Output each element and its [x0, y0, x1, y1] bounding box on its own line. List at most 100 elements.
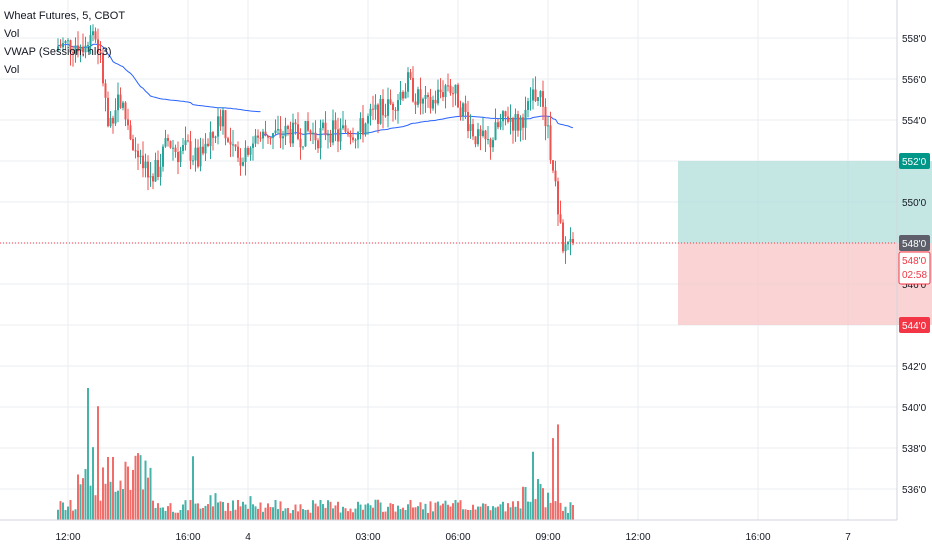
volume-bar — [504, 511, 507, 520]
time-tick-label: 16:00 — [745, 532, 770, 543]
candle-body — [264, 131, 267, 136]
volume-bar — [87, 388, 89, 520]
legend-vwap[interactable]: VWAP (Session, hlc3) — [4, 46, 112, 58]
candle-body — [459, 107, 462, 117]
candle-body — [149, 176, 152, 178]
volume-bar — [509, 507, 512, 520]
candle-body — [427, 94, 429, 98]
price-tick-label: 540'0 — [902, 403, 927, 414]
price-tick-label: 538'0 — [902, 444, 927, 455]
volume-bar — [262, 511, 264, 520]
candle-body — [174, 147, 177, 152]
candle-body — [519, 117, 522, 131]
candle-body — [82, 46, 84, 53]
candle-body — [252, 143, 254, 148]
candle-body — [167, 138, 169, 141]
candle-body — [439, 89, 442, 93]
candle-body — [124, 102, 127, 120]
volume-bar — [217, 502, 219, 520]
volume-bar — [457, 502, 459, 520]
volume-bar — [314, 503, 317, 520]
volume-bar — [202, 507, 204, 520]
candle-body — [239, 157, 242, 166]
candle-body — [369, 108, 372, 117]
volume-bar — [409, 499, 412, 520]
volume-bar — [562, 510, 564, 520]
volume-bar — [152, 500, 154, 520]
candle-body — [379, 98, 382, 124]
time-axis[interactable]: 12:0016:00403:0006:0009:0012:0016:00703:… — [0, 519, 932, 543]
volume-bar — [532, 451, 534, 520]
candle-body — [154, 159, 157, 182]
volume-bar — [322, 504, 324, 520]
volume-bar — [307, 509, 309, 520]
volume-bar — [402, 507, 404, 520]
candle-body — [134, 150, 137, 152]
volume-bar — [129, 489, 132, 520]
volume-bar — [97, 406, 99, 520]
volume-bar — [257, 508, 259, 520]
volume-bar — [284, 508, 287, 520]
candle-body — [482, 130, 484, 136]
volume-bar — [539, 484, 542, 520]
candle-body — [352, 137, 354, 140]
candle-body — [212, 132, 214, 138]
target-zone[interactable] — [678, 161, 932, 243]
volume-bar — [399, 509, 402, 520]
legend-vol-2[interactable]: Vol — [4, 64, 20, 76]
candle-body — [452, 93, 454, 95]
volume-bar — [274, 499, 277, 520]
target-price-tag — [899, 153, 930, 169]
candle-body — [354, 139, 357, 141]
candle-body — [397, 100, 399, 111]
volume-bar — [64, 509, 67, 520]
candle-body — [89, 35, 92, 45]
candle-body — [384, 115, 387, 117]
time-tick-label: 16:00 — [175, 532, 200, 543]
volume-bar — [434, 502, 437, 520]
volume-bar — [422, 509, 424, 520]
volume-bar — [329, 501, 332, 520]
candle-body — [97, 39, 99, 52]
candle-body — [184, 140, 187, 146]
candle-body — [237, 146, 239, 158]
last-price-tag — [899, 235, 930, 251]
volume-bar — [364, 504, 367, 520]
volume-bar — [404, 509, 407, 520]
volume-bar — [544, 507, 547, 520]
candle-body — [304, 121, 307, 147]
volume-bar — [194, 503, 197, 520]
price-tick-label: 554'0 — [902, 116, 927, 127]
volume-bar — [352, 512, 354, 520]
volume-bar — [144, 460, 147, 520]
legend-symbol[interactable]: Wheat Futures, 5, CBOT — [4, 10, 126, 22]
candle-body — [152, 176, 154, 182]
volume-bar — [279, 501, 282, 520]
candle-body — [79, 46, 82, 52]
candle-body — [407, 72, 409, 92]
volume-bar — [344, 508, 347, 520]
legend-vol[interactable]: Vol — [4, 28, 20, 40]
volume-bar — [547, 492, 549, 520]
volume-bar — [449, 506, 452, 520]
candle-body — [282, 136, 284, 139]
candle-body — [484, 130, 487, 140]
volume-bar — [74, 509, 77, 520]
stop-zone[interactable] — [678, 243, 932, 325]
volume-bar — [339, 512, 342, 520]
candle-body — [527, 101, 529, 110]
candle-body — [434, 99, 437, 104]
volume-bar — [489, 510, 492, 520]
volume-bar — [254, 506, 257, 520]
volume-bar — [472, 504, 474, 520]
candle-body — [204, 143, 207, 154]
time-tick-label: 12:00 — [625, 532, 650, 543]
candle-body — [219, 116, 222, 127]
candle-body — [234, 144, 237, 147]
candle-body — [257, 135, 259, 138]
candle-body — [417, 89, 419, 105]
candle-body — [129, 125, 132, 140]
volume-bar — [382, 511, 384, 520]
candle-body — [367, 116, 369, 124]
